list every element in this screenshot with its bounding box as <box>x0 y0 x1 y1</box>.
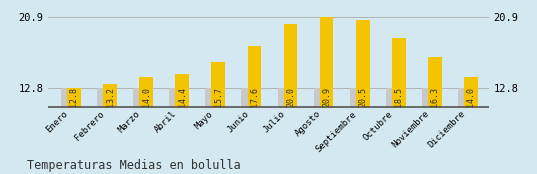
Bar <box>242 88 251 108</box>
Text: 20.5: 20.5 <box>358 86 367 106</box>
Bar <box>320 17 333 108</box>
Bar <box>205 88 215 108</box>
Text: 20.0: 20.0 <box>286 86 295 106</box>
Text: 13.2: 13.2 <box>106 86 114 106</box>
Bar <box>458 88 468 108</box>
Text: 12.8: 12.8 <box>69 86 78 106</box>
Bar <box>103 84 117 108</box>
Bar <box>139 77 153 108</box>
Bar <box>67 88 81 108</box>
Bar <box>97 88 107 108</box>
Bar <box>212 62 225 108</box>
Text: 17.6: 17.6 <box>250 86 259 106</box>
Bar <box>133 88 143 108</box>
Bar <box>314 88 324 108</box>
Text: 18.5: 18.5 <box>394 86 403 106</box>
Bar <box>284 25 297 108</box>
Bar <box>61 88 71 108</box>
Text: 14.0: 14.0 <box>467 86 475 106</box>
Bar <box>422 88 432 108</box>
Text: 14.4: 14.4 <box>178 86 187 106</box>
Bar <box>356 20 369 108</box>
Bar <box>350 88 360 108</box>
Bar <box>176 74 189 108</box>
Bar <box>464 77 478 108</box>
Bar <box>248 46 262 108</box>
Text: 14.0: 14.0 <box>142 86 151 106</box>
Text: Temperaturas Medias en bolulla: Temperaturas Medias en bolulla <box>27 159 241 172</box>
Bar <box>169 88 179 108</box>
Text: 15.7: 15.7 <box>214 86 223 106</box>
Bar <box>428 57 442 108</box>
Bar <box>278 88 288 108</box>
Bar <box>392 38 405 108</box>
Bar <box>386 88 396 108</box>
Text: 20.9: 20.9 <box>322 86 331 106</box>
Text: 16.3: 16.3 <box>430 86 439 106</box>
